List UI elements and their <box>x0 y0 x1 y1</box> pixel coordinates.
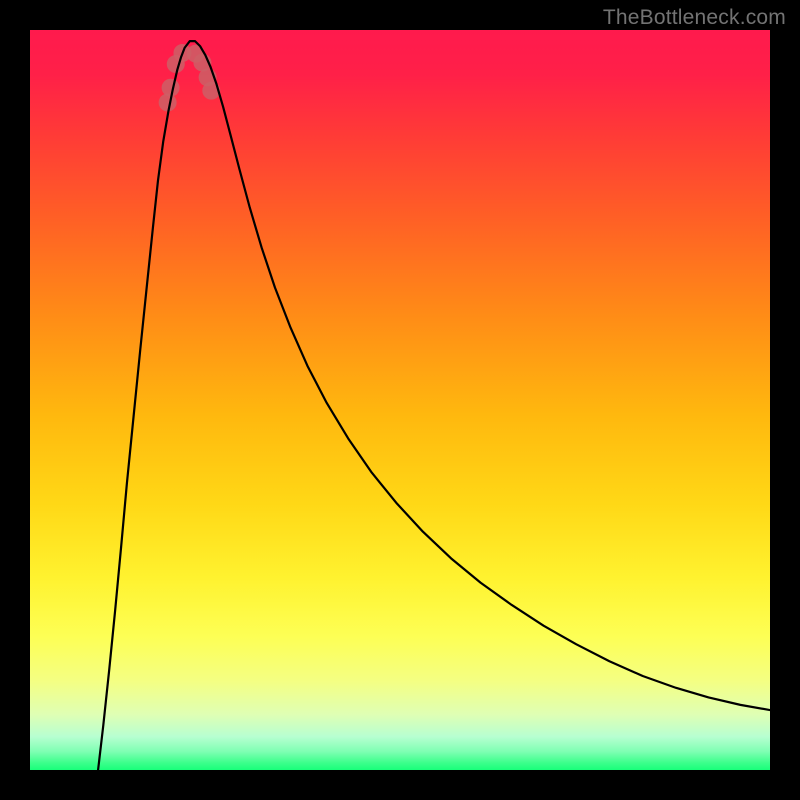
curve-marker <box>159 94 177 112</box>
curve-marker <box>162 79 180 97</box>
curve-layer <box>30 30 770 770</box>
bottleneck-curve <box>98 41 770 770</box>
plot-area <box>30 30 770 770</box>
chart-container: TheBottleneck.com <box>0 0 800 800</box>
markers-group <box>159 44 221 112</box>
watermark-text: TheBottleneck.com <box>603 6 786 30</box>
